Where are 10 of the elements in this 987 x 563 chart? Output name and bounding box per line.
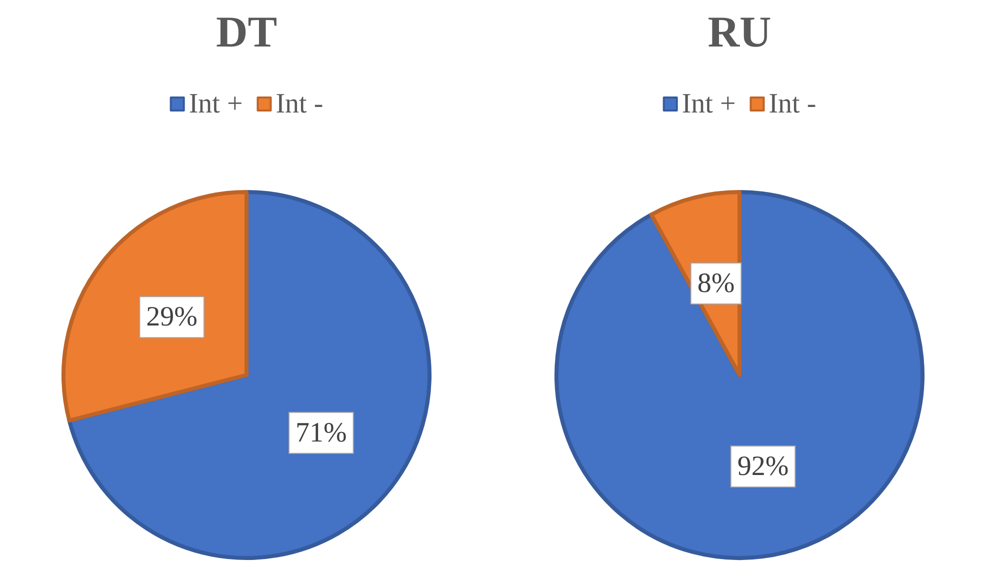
chart-title: RU — [708, 8, 772, 56]
data-label: 29% — [146, 302, 198, 333]
data-label: 8% — [697, 268, 735, 299]
chart-title: DT — [216, 8, 278, 56]
legend-label: Int + — [682, 88, 736, 120]
legend-label: Int - — [276, 88, 324, 120]
legend-label: Int - — [768, 88, 816, 120]
data-label: 92% — [737, 451, 789, 482]
legend-label: Int + — [188, 88, 243, 120]
data-label: 71% — [296, 417, 347, 448]
